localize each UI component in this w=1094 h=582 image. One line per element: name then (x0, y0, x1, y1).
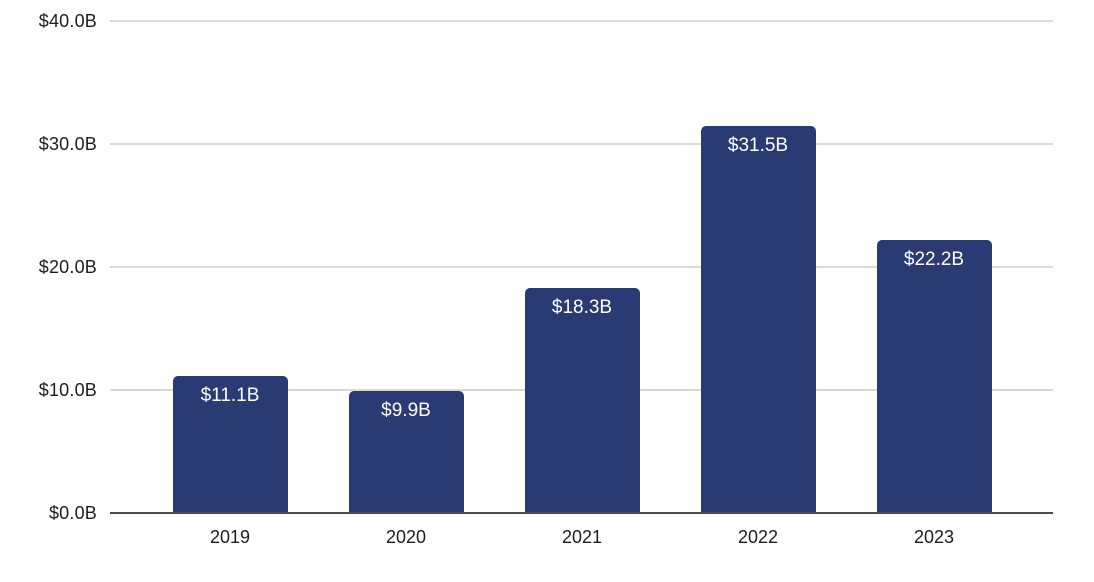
x-tick-label: 2023 (913, 527, 955, 547)
y-tick-label: $10.0B (38, 380, 97, 400)
bar-2019: $11.1B (172, 376, 288, 513)
x-tick-label: 2022 (737, 527, 779, 547)
x-axis-line (110, 512, 1053, 514)
bar-value-label: $22.2B (903, 248, 965, 270)
y-tick-label: $40.0B (38, 11, 97, 31)
bar-value-label: $18.3B (551, 296, 613, 318)
bar-2022: $31.5B (700, 125, 816, 513)
gridline (110, 266, 1053, 268)
bar-value-label: $11.1B (200, 385, 260, 407)
y-tick-label: $0.0B (48, 503, 97, 523)
x-tick-label: 2021 (561, 527, 603, 547)
y-tick-label: $30.0B (38, 134, 97, 154)
x-tick-label: 2019 (209, 527, 251, 547)
bar-2020: $9.9B (348, 391, 464, 513)
bar-2023: $22.2B (876, 239, 992, 513)
gridline (110, 143, 1053, 145)
bar-value-label: $31.5B (727, 134, 789, 156)
gridline (110, 20, 1053, 22)
y-tick-label: $20.0B (38, 257, 97, 277)
bar-value-label: $9.9B (381, 400, 431, 422)
x-tick-label: 2020 (385, 527, 427, 547)
bar-2021: $18.3B (524, 287, 640, 513)
